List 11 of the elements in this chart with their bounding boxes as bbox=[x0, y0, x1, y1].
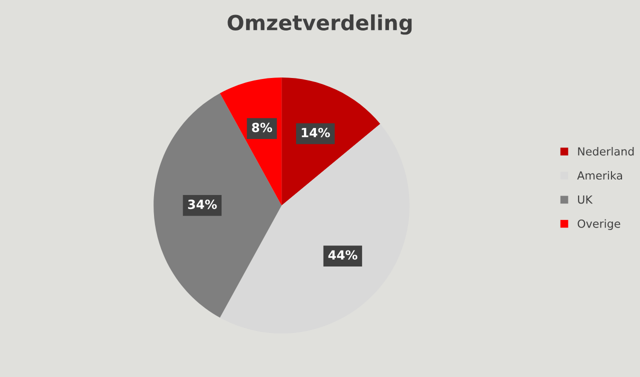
pie-slice bbox=[220, 124, 410, 334]
legend-label: Nederland bbox=[578, 146, 634, 156]
data-label: 8% bbox=[252, 122, 272, 132]
data-label: 34% bbox=[188, 200, 217, 210]
legend-label: UK bbox=[578, 196, 593, 204]
legend-label: Amerika bbox=[577, 171, 622, 180]
legend-label: Overige bbox=[578, 219, 620, 230]
pie-slice bbox=[154, 93, 282, 318]
data-label: 44% bbox=[328, 250, 358, 260]
chart-title: Omzetverdeling bbox=[228, 14, 412, 35]
data-label: 14% bbox=[302, 128, 330, 138]
